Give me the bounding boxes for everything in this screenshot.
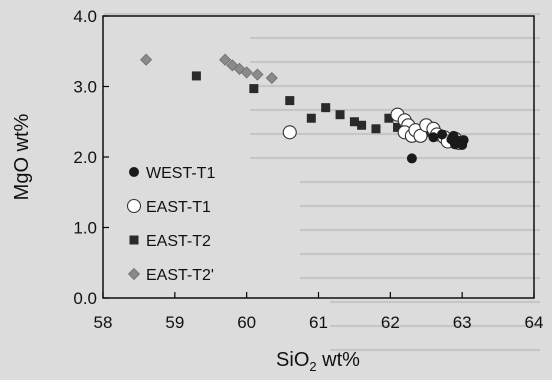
x-tick-label: 60 [237, 313, 256, 332]
data-point [448, 130, 459, 141]
data-point [371, 124, 381, 134]
x-axis-label-units: wt% [317, 349, 361, 371]
x-axis-label-main: SiO [276, 349, 309, 371]
data-point [240, 66, 253, 79]
x-tick-label: 62 [381, 313, 400, 332]
data-point [306, 113, 316, 123]
legend-marker [129, 167, 139, 177]
legend-label: EAST-T2 [146, 233, 211, 250]
x-axis-label: SiO2 wt% [276, 349, 360, 374]
y-tick-label: 0.0 [73, 289, 97, 308]
data-point [249, 84, 259, 94]
legend-marker [126, 198, 142, 214]
data-point [219, 53, 232, 66]
data-point [393, 122, 403, 132]
y-tick-label: 4.0 [73, 7, 97, 26]
data-point [357, 120, 367, 130]
x-tick-label: 63 [453, 313, 472, 332]
data-point [406, 153, 417, 164]
y-tick-label: 2.0 [73, 148, 97, 167]
data-point [349, 117, 359, 127]
legend: WEST-T1 EAST-T1 EAST-T2 EAST-T2' [126, 165, 215, 284]
data-point [458, 135, 469, 146]
x-axis-label-subscript: 2 [309, 359, 316, 374]
x-tick-label: 64 [525, 313, 544, 332]
x-tick-label: 58 [94, 313, 113, 332]
data-points [140, 53, 469, 164]
data-point [140, 53, 153, 66]
data-point [335, 110, 345, 120]
legend-label: EAST-T2' [146, 267, 214, 284]
legend-label: WEST-T1 [146, 165, 215, 182]
data-point [191, 71, 201, 81]
x-tick-label: 61 [309, 313, 328, 332]
data-point [384, 113, 394, 123]
data-point [321, 103, 331, 113]
y-axis: 0.0 1.0 2.0 3.0 4.0 [73, 7, 109, 308]
data-point [251, 68, 264, 81]
y-tick-label: 3.0 [73, 78, 97, 97]
data-point [265, 71, 278, 85]
data-point [437, 129, 448, 140]
y-tick-label: 1.0 [73, 219, 97, 238]
x-axis: 58 59 60 61 62 63 64 [94, 292, 544, 332]
legend-marker [127, 267, 141, 281]
x-tick-label: 59 [165, 313, 184, 332]
data-point [282, 125, 297, 140]
background-text-lines [104, 12, 540, 352]
legend-label: EAST-T1 [146, 199, 211, 216]
data-point [285, 96, 295, 106]
data-point [428, 132, 439, 143]
y-axis-label: MgO wt% [11, 113, 33, 200]
legend-marker [129, 235, 139, 245]
